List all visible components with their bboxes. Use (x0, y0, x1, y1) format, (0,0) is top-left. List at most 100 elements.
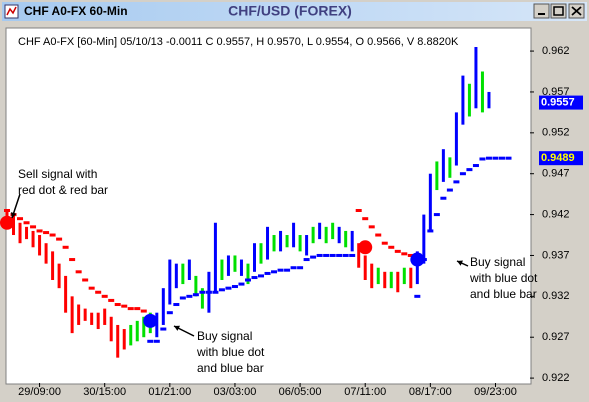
stop-dot (258, 274, 265, 278)
stop-dot (101, 294, 108, 298)
stop-dot (212, 290, 219, 294)
stop-dot (4, 208, 10, 212)
stop-dot (381, 241, 388, 245)
stop-dot (192, 293, 199, 297)
stop-dot (329, 253, 336, 257)
stop-dot (485, 156, 492, 160)
stop-dot (277, 268, 284, 272)
x-tick-label: 08/17:00 (409, 386, 452, 398)
stop-dot (271, 270, 278, 274)
y-tick-label: 0.937 (542, 249, 570, 261)
stop-dot (388, 245, 395, 249)
y-tick-label: 0.962 (542, 45, 570, 57)
chart-title: CHF/USD (FOREX) (228, 3, 352, 19)
maximize-glyph (553, 6, 564, 16)
stop-dot (479, 157, 486, 161)
stop-dot (179, 296, 186, 300)
stop-dot (375, 233, 382, 237)
y-tick-label: 0.957 (542, 86, 570, 98)
stop-dot (342, 253, 349, 257)
stop-dot (349, 253, 356, 257)
window-buttons (533, 3, 585, 19)
stop-dot (121, 304, 128, 308)
stop-dot (505, 156, 512, 160)
y-tick-label: 0.942 (542, 208, 570, 220)
stop-dot (62, 245, 69, 249)
stop-dot (297, 266, 304, 270)
signal-dot (410, 252, 425, 267)
stop-dot (394, 249, 401, 253)
stop-dot (440, 196, 447, 200)
y-tick-label: 0.922 (542, 372, 570, 384)
y-tick-label: 0.932 (542, 290, 570, 302)
stop-dot (82, 278, 89, 282)
stop-dot (284, 268, 291, 272)
stop-dot (362, 217, 369, 221)
stop-dot (303, 258, 310, 262)
price-label: 0.9489 (541, 152, 575, 164)
stop-dot (336, 253, 343, 257)
minimize-button[interactable] (533, 3, 550, 19)
stop-dot (466, 168, 473, 172)
stop-dot (166, 311, 173, 315)
price-label-box (539, 151, 583, 166)
stop-dot (310, 255, 317, 259)
stop-dot (238, 282, 245, 286)
stop-dot (88, 286, 95, 290)
signal-dot (0, 215, 14, 230)
stop-dot (492, 156, 499, 160)
stop-dot (244, 278, 251, 282)
annotation: with blue dot (469, 271, 538, 285)
stop-dot (290, 266, 297, 270)
x-tick-label: 06/05:00 (279, 386, 322, 398)
stop-dot (401, 252, 408, 256)
stop-dot (108, 298, 115, 302)
stop-dot (498, 156, 505, 160)
stop-dot (316, 253, 323, 257)
stop-dot (231, 285, 238, 289)
y-tick-label: 0.947 (542, 168, 570, 180)
price-label-box (539, 95, 583, 110)
plot-area (5, 27, 532, 385)
window-title: CHF A0-FX 60-Min (24, 4, 128, 18)
stop-dot (140, 309, 147, 313)
stop-dot (75, 270, 82, 274)
stop-dot (134, 307, 141, 311)
annotation: with blue dot (196, 345, 265, 359)
stop-dot (69, 258, 76, 262)
stop-dot (446, 188, 453, 192)
stop-dot (173, 303, 180, 307)
annotation: Buy signal (470, 255, 525, 269)
x-tick-label: 09/23:00 (474, 386, 517, 398)
x-tick-label: 30/15:00 (83, 386, 126, 398)
annotation: Sell signal with (18, 167, 97, 181)
stop-dot (127, 307, 134, 311)
arrow-head (174, 325, 180, 331)
x-tick-label: 07/11:00 (344, 386, 386, 398)
stop-dot (30, 225, 37, 229)
stop-dot (43, 231, 50, 235)
x-tick-label: 29/09:00 (18, 386, 61, 398)
stop-dot (251, 276, 258, 280)
stop-dot (114, 303, 121, 307)
stop-dot (407, 253, 414, 257)
y-tick-label: 0.927 (542, 331, 570, 343)
y-tick-label: 0.952 (542, 127, 570, 139)
arrow-head (10, 212, 17, 218)
stop-dot (472, 164, 479, 168)
stop-dot (95, 290, 102, 294)
stop-dot (433, 213, 440, 217)
stop-dot (453, 180, 460, 184)
stop-dot (160, 327, 167, 331)
title-bar (2, 2, 587, 21)
stop-dot (264, 271, 271, 275)
stop-dot (49, 233, 56, 237)
arrow-head (457, 260, 463, 266)
price-label: 0.9557 (541, 96, 575, 108)
stop-dot (56, 237, 63, 241)
stop-dot (218, 288, 225, 292)
annotation: Buy signal (197, 329, 252, 343)
stop-dot (368, 225, 375, 229)
